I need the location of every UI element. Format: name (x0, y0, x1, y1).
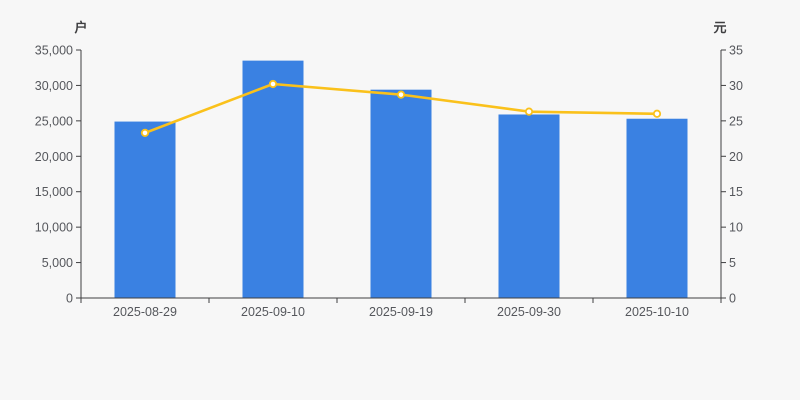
left-axis-tick-label: 5,000 (42, 256, 73, 270)
right-axis-tick-label: 0 (729, 292, 736, 306)
left-axis-tick-label: 35,000 (35, 44, 73, 58)
left-axis-unit-label: 户 (74, 20, 88, 35)
x-axis-label-2025-09-10: 2025-09-10 (241, 305, 305, 319)
bar-2025-08-29[interactable] (114, 121, 176, 299)
right-axis-tick-label: 30 (729, 79, 743, 93)
right-axis-unit-label: 元 (713, 20, 727, 35)
bar-2025-10-10[interactable] (626, 118, 688, 298)
bar-2025-09-19[interactable] (370, 89, 432, 299)
line-point-2025-09-30[interactable] (524, 107, 534, 116)
left-axis-tick-label: 10,000 (35, 221, 73, 235)
right-axis-tick-label: 25 (729, 114, 743, 128)
left-axis-tick-label: 25,000 (35, 114, 73, 128)
x-axis-label-2025-10-10: 2025-10-10 (625, 305, 689, 319)
left-axis-tick-label: 15,000 (35, 185, 73, 199)
right-axis-tick-label: 35 (729, 44, 743, 58)
x-axis-label-2025-08-29: 2025-08-29 (113, 305, 177, 319)
line-point-2025-08-29[interactable] (140, 128, 150, 138)
left-axis-tick-label: 20,000 (35, 150, 73, 164)
x-axis-label-2025-09-19: 2025-09-19 (369, 305, 433, 319)
right-axis-tick-label: 15 (729, 185, 743, 199)
right-axis-tick-label: 20 (729, 150, 743, 164)
line-point-2025-09-10[interactable] (268, 79, 278, 89)
right-axis-tick-label: 10 (729, 221, 743, 235)
line-point-2025-09-19[interactable] (396, 90, 406, 99)
right-axis-tick-label: 5 (729, 256, 736, 270)
bar-2025-09-30[interactable] (498, 114, 560, 298)
left-axis-tick-label: 0 (66, 292, 73, 306)
left-axis-tick-label: 30,000 (35, 79, 73, 93)
x-axis-label-2025-09-30: 2025-09-30 (497, 305, 561, 319)
bar-2025-09-10[interactable] (242, 60, 304, 298)
line-point-2025-10-10[interactable] (652, 109, 662, 118)
